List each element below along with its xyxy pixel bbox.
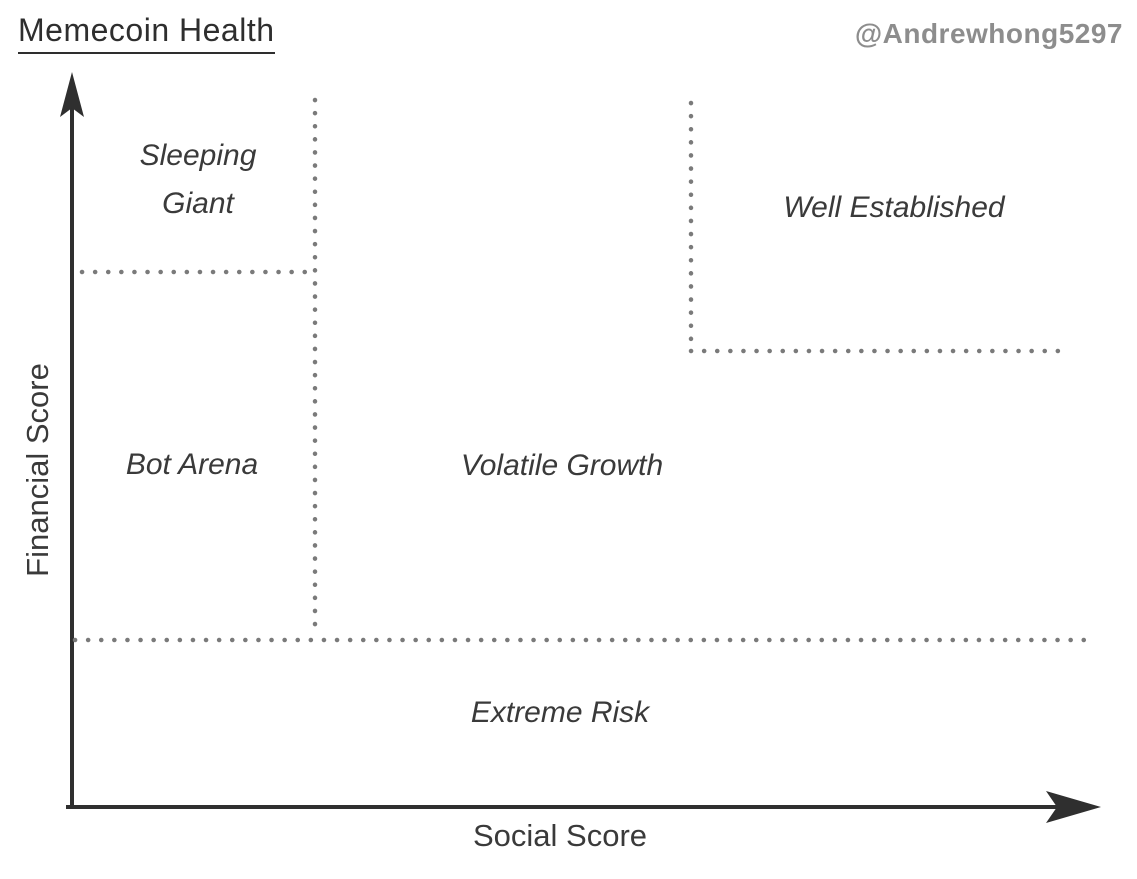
chart-title: Memecoin Health <box>18 12 275 54</box>
author-handle: @Andrewhong5297 <box>854 18 1123 49</box>
y-axis-arrowhead <box>60 72 84 117</box>
region-label-extreme-risk: Extreme Risk <box>470 696 650 729</box>
y-axis-label: Financial Score <box>20 363 55 577</box>
region-label-bot-arena: Bot Arena <box>125 448 259 481</box>
region-label-well-established: Well Established <box>783 191 1005 224</box>
region-label-volatile-growth: Volatile Growth <box>460 449 664 482</box>
x-axis-arrowhead <box>1046 791 1101 823</box>
x-axis-label: Social Score <box>472 818 648 853</box>
region-label-sleeping-giant: Sleeping Giant <box>139 139 257 220</box>
